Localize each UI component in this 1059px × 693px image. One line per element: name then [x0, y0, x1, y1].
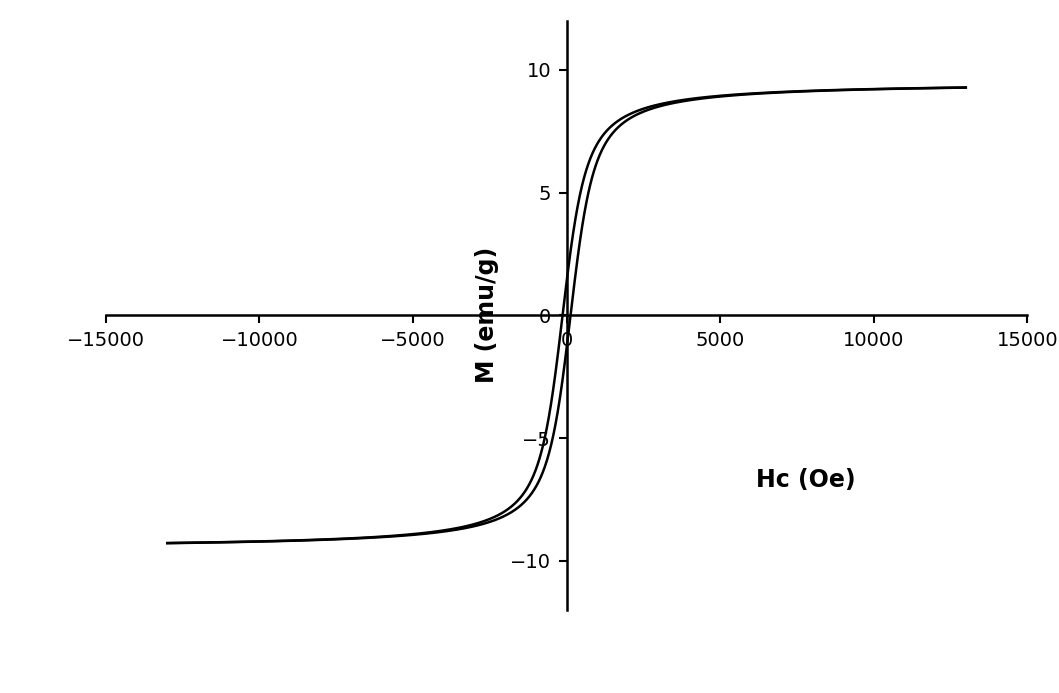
Text: Hc (Oe): Hc (Oe): [756, 468, 856, 492]
Y-axis label: M (emu/g): M (emu/g): [475, 247, 499, 383]
